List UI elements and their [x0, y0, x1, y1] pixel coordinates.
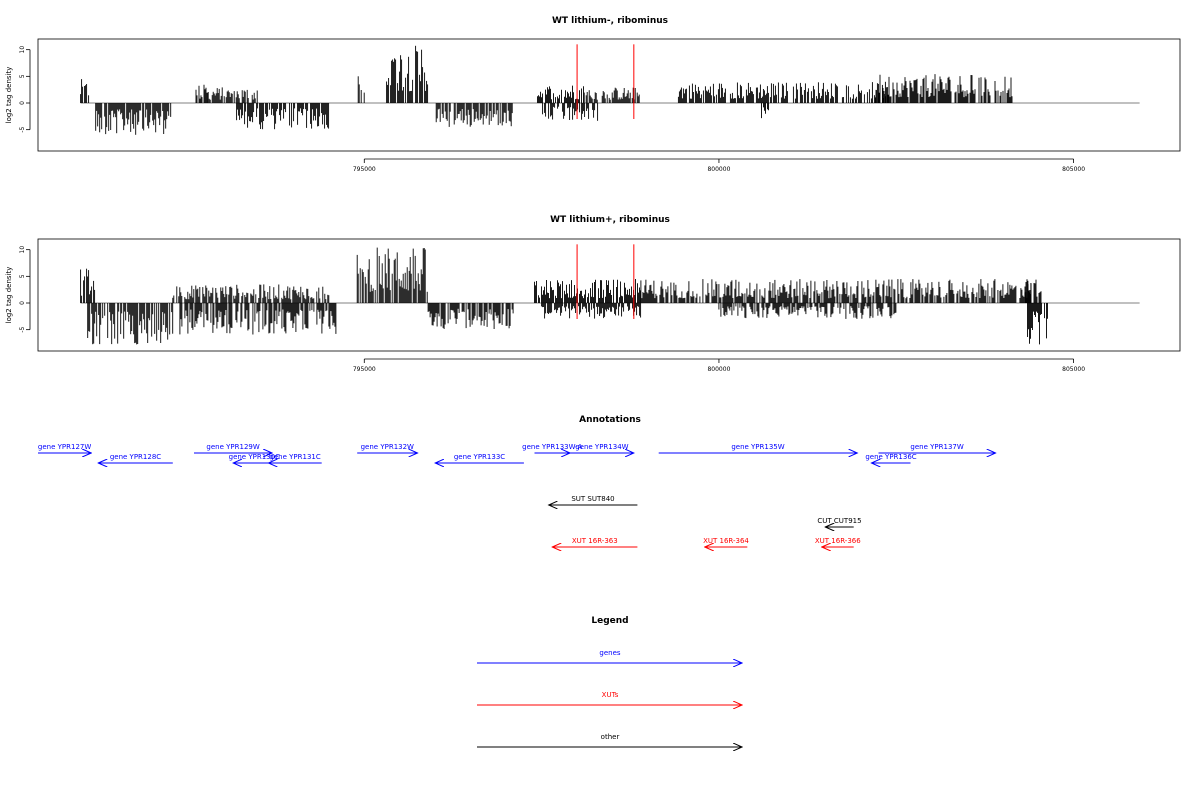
- feature-label: gene YPR134W: [575, 443, 628, 451]
- feature-label: gene YPR130C: [229, 453, 280, 461]
- feature-label: XUT 16R-366: [815, 537, 861, 545]
- legend-panel: Legend genes XUTs other: [477, 616, 742, 747]
- feature-label: gene YPR135W: [731, 443, 784, 451]
- x-tick-label: 800000: [707, 366, 730, 373]
- feature-label: gene YPR137W: [910, 443, 963, 451]
- bar-track: [80, 247, 1140, 345]
- y-tick-label: 0: [19, 301, 26, 305]
- feature-label: gene YPR129W: [206, 443, 259, 451]
- legend-title: Legend: [591, 616, 628, 626]
- feature-label: gene YPR131C: [269, 453, 320, 461]
- y-tick-label: 10: [19, 46, 26, 54]
- legend-label: genes: [599, 649, 620, 657]
- y-tick-label: -5: [19, 326, 26, 332]
- feature-label: XUT 16R-363: [572, 537, 618, 545]
- chart-panel-lithium-minus: WT lithium-, ribominus log2 tag density …: [5, 16, 1181, 173]
- marker-lines: [576, 244, 635, 319]
- feature-label: gene YPR132W: [361, 443, 414, 451]
- y-tick-label: 5: [19, 74, 26, 78]
- x-tick-label: 805000: [1062, 166, 1085, 173]
- marker-lines: [576, 44, 635, 119]
- axes: -5 0 5 10 795000 800000 805000: [19, 246, 1085, 373]
- y-tick-label: -5: [19, 126, 26, 132]
- feature-label: gene YPR133C: [454, 453, 505, 461]
- x-tick-label: 800000: [707, 166, 730, 173]
- x-tick-label: 795000: [353, 366, 376, 373]
- annotation-features: gene YPR127W gene YPR128C gene YPR129W gene…: [38, 443, 996, 547]
- y-axis-label: log2 tag density: [5, 267, 13, 324]
- legend-label: other: [601, 733, 620, 741]
- feature-label: gene YPR136C: [865, 453, 916, 461]
- plot-frame: [37, 38, 1181, 152]
- x-tick-label: 805000: [1062, 366, 1085, 373]
- chart-title: WT lithium-, ribominus: [552, 16, 668, 26]
- x-tick-label: 795000: [353, 166, 376, 173]
- axes: -5 0 5 10 795000 800000 805000: [19, 46, 1085, 173]
- y-tick-label: 5: [19, 274, 26, 278]
- legend-items: genes XUTs other: [477, 649, 742, 747]
- feature-label: gene YPR128C: [110, 453, 161, 461]
- feature-label: gene YPR133W-A: [522, 443, 582, 451]
- feature-label: XUT 16R-364: [703, 537, 749, 545]
- y-axis-label: log2 tag density: [5, 67, 13, 124]
- feature-label: gene YPR127W: [38, 443, 91, 451]
- y-tick-label: 0: [19, 101, 26, 105]
- chart-title: WT lithium+, ribominus: [550, 215, 670, 225]
- chart-panel-lithium-plus: WT lithium+, ribominus log2 tag density …: [5, 215, 1181, 373]
- legend-label: XUTs: [602, 691, 619, 699]
- bar-track: [80, 45, 1140, 135]
- plot-frame: [37, 238, 1181, 352]
- feature-label: SUT SUT840: [571, 495, 614, 503]
- feature-label: CUT CUT915: [817, 517, 861, 525]
- y-tick-label: 10: [19, 246, 26, 254]
- annotations-title: Annotations: [579, 415, 641, 425]
